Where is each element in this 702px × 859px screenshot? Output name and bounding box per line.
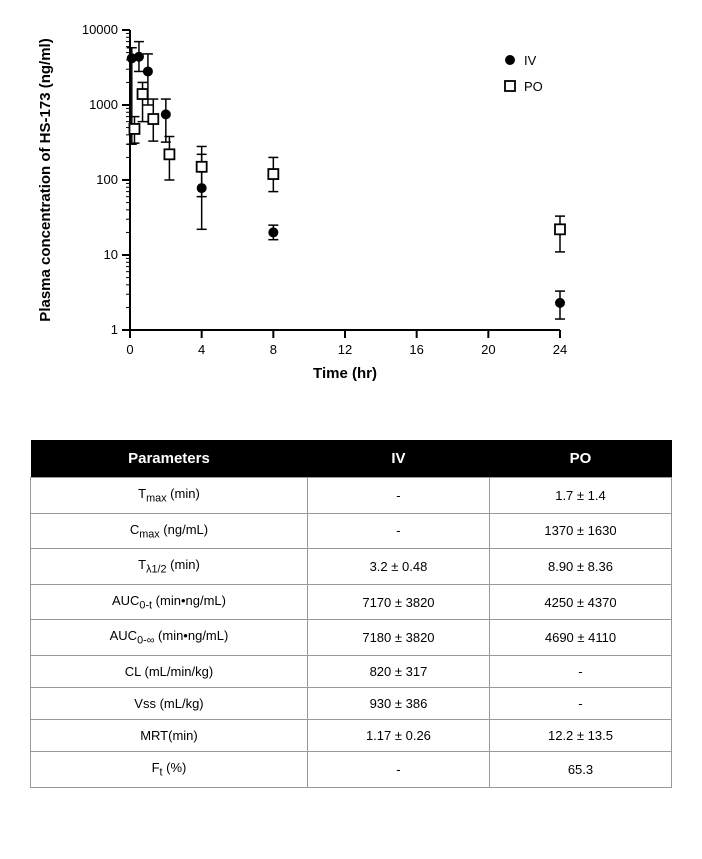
- svg-text:Plasma concentration of HS-173: Plasma concentration of HS-173 (ng/ml): [37, 38, 54, 321]
- param-cell: Tλ1/2 (min): [31, 549, 308, 585]
- svg-text:8: 8: [270, 342, 277, 357]
- table-row: AUC0-t (min•ng/mL)7170 ± 38204250 ± 4370: [31, 584, 672, 620]
- table-row: Vss (mL/kg)930 ± 386-: [31, 687, 672, 719]
- col-iv: IV: [307, 440, 489, 478]
- table-row: Tλ1/2 (min)3.2 ± 0.488.90 ± 8.36: [31, 549, 672, 585]
- table-row: Tmax (min)-1.7 ± 1.4: [31, 478, 672, 514]
- iv-cell: 930 ± 386: [307, 687, 489, 719]
- svg-text:PO: PO: [524, 79, 543, 94]
- svg-text:4: 4: [198, 342, 205, 357]
- svg-text:IV: IV: [524, 53, 537, 68]
- svg-text:Time (hr): Time (hr): [313, 365, 377, 382]
- chart-svg: 1 10 100 1000 10000 0 4 8 12 16 20 24 Time (hr) Plasm…: [0, 0, 702, 400]
- svg-text:1: 1: [111, 322, 118, 337]
- table-row: CL (mL/min/kg)820 ± 317-: [31, 655, 672, 687]
- iv-cell: 3.2 ± 0.48: [307, 549, 489, 585]
- col-po: PO: [489, 440, 671, 478]
- svg-text:1000: 1000: [89, 97, 118, 112]
- svg-text:10: 10: [104, 247, 118, 262]
- po-cell: 1370 ± 1630: [489, 513, 671, 549]
- param-cell: Tmax (min): [31, 478, 308, 514]
- svg-text:10000: 10000: [82, 22, 118, 37]
- po-cell: -: [489, 687, 671, 719]
- svg-text:20: 20: [481, 342, 495, 357]
- table-row: Cmax (ng/mL)-1370 ± 1630: [31, 513, 672, 549]
- table-row: MRT(min)1.17 ± 0.2612.2 ± 13.5: [31, 719, 672, 751]
- iv-cell: 7180 ± 3820: [307, 620, 489, 656]
- po-cell: -: [489, 655, 671, 687]
- po-cell: 4250 ± 4370: [489, 584, 671, 620]
- svg-text:16: 16: [409, 342, 423, 357]
- table-row: Ft (%)-65.3: [31, 751, 672, 787]
- iv-cell: 820 ± 317: [307, 655, 489, 687]
- svg-text:12: 12: [338, 342, 352, 357]
- table-body: Tmax (min)-1.7 ± 1.4Cmax (ng/mL)-1370 ± …: [31, 478, 672, 788]
- param-cell: MRT(min): [31, 719, 308, 751]
- iv-cell: -: [307, 751, 489, 787]
- param-cell: Ft (%): [31, 751, 308, 787]
- param-cell: AUC0-t (min•ng/mL): [31, 584, 308, 620]
- po-cell: 8.90 ± 8.36: [489, 549, 671, 585]
- pk-table-wrap: Parameters IV PO Tmax (min)-1.7 ± 1.4Cma…: [30, 440, 672, 788]
- po-cell: 12.2 ± 13.5: [489, 719, 671, 751]
- param-cell: CL (mL/min/kg): [31, 655, 308, 687]
- iv-cell: 7170 ± 3820: [307, 584, 489, 620]
- svg-text:0: 0: [126, 342, 133, 357]
- po-cell: 65.3: [489, 751, 671, 787]
- param-cell: Vss (mL/kg): [31, 687, 308, 719]
- iv-cell: -: [307, 513, 489, 549]
- table-row: AUC0-∞ (min•ng/mL)7180 ± 38204690 ± 4110: [31, 620, 672, 656]
- param-cell: Cmax (ng/mL): [31, 513, 308, 549]
- po-cell: 1.7 ± 1.4: [489, 478, 671, 514]
- iv-cell: 1.17 ± 0.26: [307, 719, 489, 751]
- po-cell: 4690 ± 4110: [489, 620, 671, 656]
- iv-cell: -: [307, 478, 489, 514]
- col-parameters: Parameters: [31, 440, 308, 478]
- param-cell: AUC0-∞ (min•ng/mL): [31, 620, 308, 656]
- svg-text:24: 24: [553, 342, 567, 357]
- svg-text:100: 100: [96, 172, 118, 187]
- pk-table: Parameters IV PO Tmax (min)-1.7 ± 1.4Cma…: [30, 440, 672, 788]
- pk-chart: 1 10 100 1000 10000 0 4 8 12 16 20 24 Time (hr) Plasm…: [0, 0, 702, 400]
